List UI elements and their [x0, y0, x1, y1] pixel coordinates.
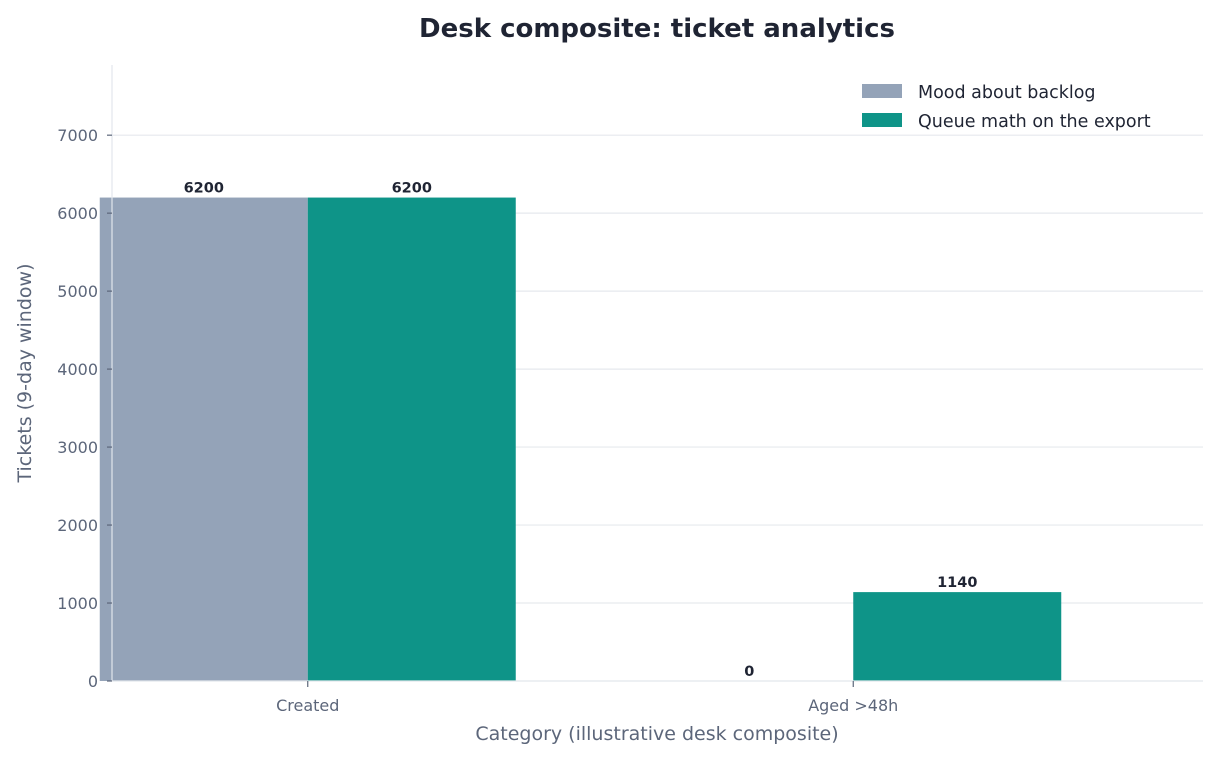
legend-swatch-mood — [862, 84, 902, 98]
y-axis-label: Tickets (9-day window) — [14, 264, 36, 484]
value-labels: 6200 6200 0 1140 — [184, 181, 978, 680]
y-tick-label: 0 — [88, 672, 98, 691]
x-tick-label: Aged >48h — [808, 696, 898, 715]
bar-value-label: 0 — [744, 664, 754, 680]
y-tick-label: 7000 — [57, 126, 98, 145]
bar — [853, 592, 1062, 681]
bars — [99, 197, 1062, 682]
axes — [111, 65, 1203, 682]
ticks: 0 1000 2000 3000 4000 5000 6000 7000 Created Aged… — [57, 126, 898, 715]
chart-title: Desk composite: ticket analytics — [419, 14, 895, 44]
legend: Mood about backlog Queue math on the exp… — [862, 83, 1151, 132]
bar-value-label: 6200 — [184, 181, 224, 197]
bar — [99, 197, 308, 682]
legend-label-mood: Mood about backlog — [918, 83, 1096, 103]
bar-value-label: 1140 — [937, 575, 977, 591]
y-tick-label: 6000 — [57, 204, 98, 223]
y-tick-label: 4000 — [57, 360, 98, 379]
y-tick-label: 3000 — [57, 438, 98, 457]
y-tick-label: 1000 — [57, 594, 98, 613]
y-tick-label: 5000 — [57, 282, 98, 301]
x-axis-label: Category (illustrative desk composite) — [475, 723, 838, 745]
x-tick-label: Created — [276, 696, 339, 715]
legend-swatch-queue — [862, 113, 902, 127]
y-tick-label: 2000 — [57, 516, 98, 535]
bar-value-label: 6200 — [392, 181, 432, 197]
legend-label-queue: Queue math on the export — [918, 112, 1151, 132]
bar — [307, 197, 516, 682]
